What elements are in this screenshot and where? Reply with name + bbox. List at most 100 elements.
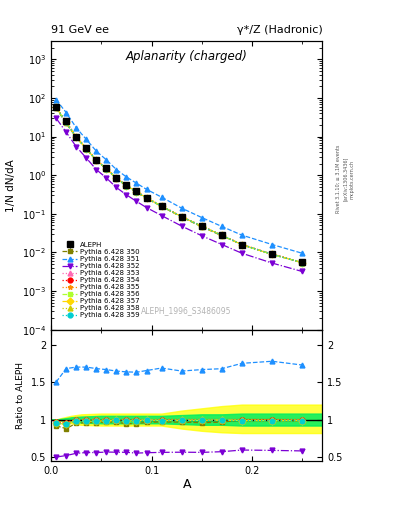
- Pythia 6.428 352: [144, 204, 149, 210]
- Pythia 6.428 352: [104, 175, 109, 181]
- Pythia 6.428 356: [54, 104, 59, 111]
- Text: γ*/Z (Hadronic): γ*/Z (Hadronic): [237, 25, 322, 35]
- Pythia 6.428 356: [270, 251, 274, 258]
- Pythia 6.428 355: [94, 157, 99, 163]
- Pythia 6.428 350: [74, 134, 79, 140]
- Pythia 6.428 359: [124, 182, 129, 188]
- Pythia 6.428 358: [64, 119, 68, 125]
- Pythia 6.428 354: [104, 165, 109, 172]
- Pythia 6.428 352: [270, 260, 274, 266]
- Pythia 6.428 353: [199, 223, 204, 229]
- Pythia 6.428 358: [114, 175, 119, 181]
- Pythia 6.428 352: [199, 232, 204, 239]
- Pythia 6.428 351: [219, 223, 224, 229]
- Pythia 6.428 359: [114, 175, 119, 181]
- Pythia 6.428 350: [300, 260, 305, 266]
- Text: ALEPH_1996_S3486095: ALEPH_1996_S3486095: [141, 306, 232, 315]
- Pythia 6.428 352: [219, 242, 224, 248]
- Pythia 6.428 351: [74, 124, 79, 131]
- Pythia 6.428 354: [179, 214, 184, 220]
- Pythia 6.428 357: [159, 203, 164, 209]
- Pythia 6.428 356: [144, 195, 149, 201]
- Pythia 6.428 356: [84, 145, 88, 152]
- Pythia 6.428 356: [240, 242, 244, 248]
- Pythia 6.428 356: [74, 134, 79, 140]
- Pythia 6.428 353: [240, 242, 244, 248]
- Pythia 6.428 357: [74, 134, 79, 140]
- Pythia 6.428 351: [159, 194, 164, 200]
- Pythia 6.428 357: [219, 232, 224, 238]
- X-axis label: A: A: [182, 478, 191, 492]
- Pythia 6.428 351: [270, 242, 274, 248]
- Pythia 6.428 359: [240, 242, 244, 248]
- Pythia 6.428 352: [84, 155, 88, 161]
- Pythia 6.428 350: [94, 157, 99, 163]
- Pythia 6.428 351: [114, 166, 119, 173]
- Pythia 6.428 358: [240, 242, 244, 248]
- Pythia 6.428 354: [124, 182, 129, 188]
- Pythia 6.428 350: [124, 183, 129, 189]
- Pythia 6.428 354: [74, 134, 79, 140]
- Pythia 6.428 354: [114, 175, 119, 181]
- Pythia 6.428 357: [84, 145, 88, 152]
- Pythia 6.428 356: [199, 223, 204, 229]
- Pythia 6.428 351: [84, 136, 88, 142]
- Pythia 6.428 355: [270, 251, 274, 257]
- Pythia 6.428 350: [64, 120, 68, 126]
- Line: Pythia 6.428 350: Pythia 6.428 350: [54, 105, 305, 265]
- Pythia 6.428 359: [94, 157, 99, 163]
- Pythia 6.428 357: [179, 214, 184, 220]
- Pythia 6.428 351: [179, 205, 184, 211]
- Pythia 6.428 358: [94, 157, 99, 163]
- Pythia 6.428 350: [144, 196, 149, 202]
- Pythia 6.428 352: [159, 212, 164, 219]
- Pythia 6.428 351: [240, 232, 244, 238]
- Line: Pythia 6.428 358: Pythia 6.428 358: [54, 105, 305, 265]
- Pythia 6.428 354: [134, 188, 139, 195]
- Pythia 6.428 352: [124, 192, 129, 198]
- Pythia 6.428 350: [179, 214, 184, 220]
- Line: Pythia 6.428 352: Pythia 6.428 352: [54, 116, 305, 274]
- Pythia 6.428 357: [64, 119, 68, 125]
- Line: Pythia 6.428 351: Pythia 6.428 351: [54, 97, 305, 255]
- Pythia 6.428 350: [240, 242, 244, 248]
- Pythia 6.428 353: [94, 157, 99, 163]
- Pythia 6.428 358: [124, 182, 129, 188]
- Pythia 6.428 359: [159, 203, 164, 209]
- Line: Pythia 6.428 356: Pythia 6.428 356: [54, 105, 305, 265]
- Pythia 6.428 350: [134, 189, 139, 196]
- Pythia 6.428 355: [74, 134, 79, 140]
- Text: mcplots.cern.ch: mcplots.cern.ch: [349, 160, 354, 199]
- Pythia 6.428 350: [84, 146, 88, 152]
- Text: [arXiv:1306.3436]: [arXiv:1306.3436]: [343, 157, 348, 201]
- Pythia 6.428 351: [144, 186, 149, 193]
- Pythia 6.428 359: [219, 232, 224, 238]
- Pythia 6.428 359: [134, 188, 139, 195]
- Pythia 6.428 356: [134, 188, 139, 195]
- Pythia 6.428 359: [270, 251, 274, 258]
- Pythia 6.428 357: [124, 182, 129, 188]
- Pythia 6.428 354: [94, 157, 99, 163]
- Pythia 6.428 356: [300, 260, 305, 266]
- Pythia 6.428 351: [199, 215, 204, 221]
- Pythia 6.428 352: [179, 223, 184, 229]
- Pythia 6.428 358: [104, 165, 109, 172]
- Pythia 6.428 354: [240, 242, 244, 248]
- Pythia 6.428 357: [104, 165, 109, 172]
- Pythia 6.428 353: [54, 104, 59, 110]
- Pythia 6.428 354: [84, 145, 88, 151]
- Pythia 6.428 350: [114, 176, 119, 182]
- Y-axis label: Ratio to ALEPH: Ratio to ALEPH: [16, 361, 25, 429]
- Line: Pythia 6.428 353: Pythia 6.428 353: [54, 104, 305, 265]
- Pythia 6.428 353: [144, 195, 149, 201]
- Pythia 6.428 351: [300, 250, 305, 257]
- Pythia 6.428 359: [179, 214, 184, 220]
- Pythia 6.428 352: [74, 143, 79, 150]
- Pythia 6.428 355: [219, 232, 224, 238]
- Pythia 6.428 353: [104, 165, 109, 172]
- Pythia 6.428 355: [104, 165, 109, 172]
- Legend: ALEPH, Pythia 6.428 350, Pythia 6.428 351, Pythia 6.428 352, Pythia 6.428 353, P: ALEPH, Pythia 6.428 350, Pythia 6.428 35…: [60, 240, 142, 321]
- Pythia 6.428 356: [104, 165, 109, 172]
- Pythia 6.428 351: [134, 180, 139, 186]
- Pythia 6.428 353: [179, 214, 184, 220]
